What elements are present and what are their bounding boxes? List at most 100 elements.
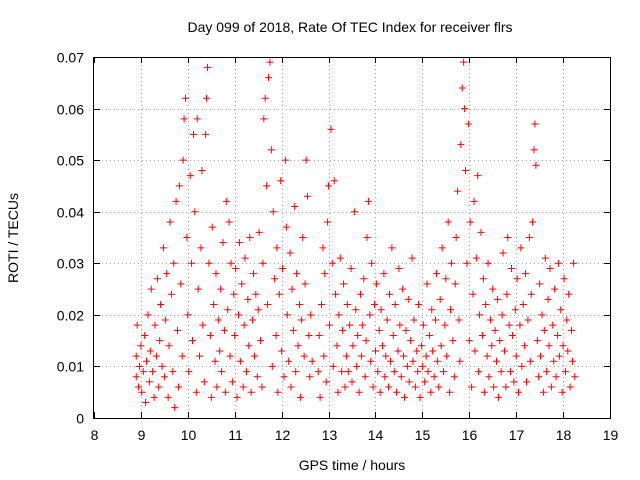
data-point [475,368,483,376]
data-point [541,254,549,262]
data-point [204,63,212,71]
data-point [289,326,297,334]
data-point [557,306,565,314]
data-point [266,58,274,66]
data-point [424,368,432,376]
data-point [258,383,266,391]
data-point [163,270,171,278]
data-point [303,192,311,200]
data-point [193,115,201,123]
data-point [432,270,440,278]
data-point [551,285,559,293]
data-point [538,311,546,319]
data-point [210,301,218,309]
data-point [192,388,200,396]
data-point [171,404,179,412]
data-point [490,383,498,391]
data-point [423,280,431,288]
data-point [279,264,287,272]
data-point [402,326,410,334]
data-point [394,347,402,355]
data-point [153,275,161,283]
data-point [267,146,275,154]
data-point [155,383,163,391]
data-point [353,362,361,370]
data-point [568,326,576,334]
data-point [205,259,213,267]
data-point [516,321,524,329]
data-point [390,368,398,376]
data-point [149,368,157,376]
data-point [543,368,551,376]
data-point [332,290,340,298]
data-point [322,378,330,386]
data-point [512,352,520,360]
data-point [206,331,214,339]
x-tick-label: 12 [275,427,291,443]
data-point [470,197,478,205]
data-point [385,383,393,391]
data-point [302,156,310,164]
data-point [536,280,544,288]
y-tick-label: 0.04 [57,205,84,221]
data-point [471,347,479,355]
data-point [549,321,557,329]
data-point [521,342,529,350]
data-point [554,259,562,267]
axes: 8 9 10 11 12 13 14 15 16 17 18 19 0 0.01 0.02 0.03 0.04 0… [57,50,619,444]
data-point [437,342,445,350]
data-point [503,290,511,298]
data-point [156,337,164,345]
data-point [232,264,240,272]
data-point [265,74,273,82]
data-point [231,331,239,339]
data-point [257,337,265,345]
data-point [446,388,454,396]
data-point [517,244,525,252]
data-point [252,290,260,298]
data-point [429,347,437,355]
data-point [328,259,336,267]
data-point [454,187,462,195]
data-point [532,161,540,169]
data-point [145,378,153,386]
data-point [382,352,390,360]
data-point [285,357,293,365]
data-point [234,311,242,319]
data-point [202,130,210,138]
data-point [189,337,197,345]
data-point [263,182,271,190]
y-tick-label: 0 [76,411,84,427]
data-point [533,337,541,345]
data-point [458,84,466,92]
data-point [421,378,429,386]
data-point [417,342,425,350]
data-point [212,270,220,278]
data-point [477,228,485,236]
data-point [247,388,255,396]
data-point [401,393,409,401]
data-point [367,357,375,365]
data-point [404,295,412,303]
data-point [466,218,474,226]
data-point [500,347,508,355]
data-point [555,352,563,360]
data-point [451,280,459,288]
data-point [329,362,337,370]
y-tick-label: 0.03 [57,256,84,272]
data-point [342,352,350,360]
data-point [199,321,207,329]
data-point [368,259,376,267]
data-point [222,197,230,205]
data-point [186,172,194,180]
data-point [565,290,573,298]
data-point [480,388,488,396]
data-point [452,234,460,241]
data-point [208,223,216,231]
data-point [230,290,238,298]
data-point [560,275,568,283]
data-point [217,285,225,293]
data-point [200,378,208,386]
data-point [226,352,234,360]
